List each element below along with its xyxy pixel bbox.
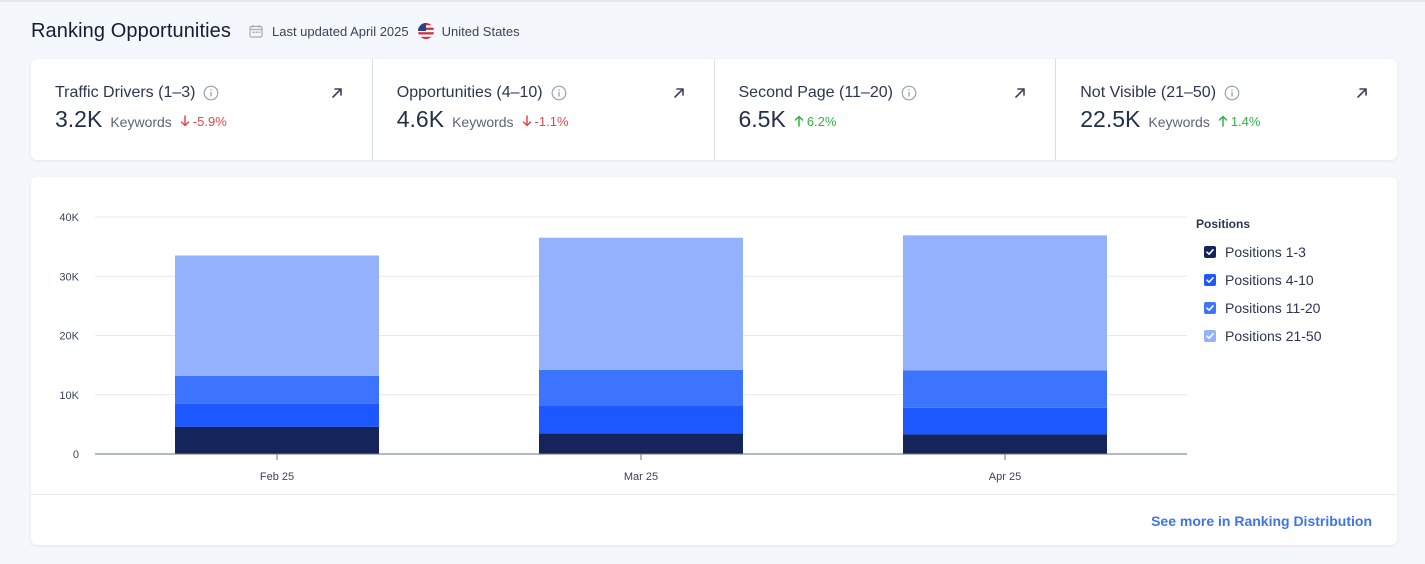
us-flag-icon	[417, 23, 434, 39]
card-title-text: Traffic Drivers (1–3)	[55, 84, 196, 101]
bar-segment[interactable]	[175, 255, 379, 376]
bar-segment[interactable]	[903, 235, 1107, 371]
legend-item-positions-11-20[interactable]: Positions 11-20	[1196, 299, 1322, 316]
info-icon[interactable]	[901, 85, 917, 101]
card-title-text: Not Visible (21–50)	[1080, 84, 1217, 101]
open-arrow-icon[interactable]	[1013, 86, 1027, 100]
metric-unit: Keywords	[452, 114, 514, 130]
checkbox-checked-icon[interactable]	[1204, 273, 1216, 286]
card-traffic-drivers[interactable]: Traffic Drivers (1–3) 3.2K Keywords -5.9…	[31, 59, 373, 160]
arrow-down-icon	[522, 115, 531, 127]
open-arrow-icon[interactable]	[672, 86, 686, 100]
footer-divider	[31, 494, 1397, 495]
legend-title: Positions	[1196, 217, 1251, 231]
legend-label: Positions 4-10	[1225, 271, 1314, 288]
delta-badge: 6.2%	[794, 113, 837, 129]
metric-value: 22.5K	[1080, 106, 1141, 132]
delta-badge: -1.1%	[522, 114, 569, 129]
checkbox-checked-icon[interactable]	[1204, 245, 1216, 258]
bar-segment[interactable]	[539, 237, 743, 370]
top-border	[0, 0, 1425, 2]
info-icon[interactable]	[203, 85, 219, 101]
last-updated-text: Last updated April 2025	[272, 23, 409, 39]
delta-badge: -5.9%	[180, 114, 227, 129]
metric-unit: Keywords	[1148, 114, 1210, 130]
bar-segment[interactable]	[539, 433, 743, 454]
stacked-bar-chart: 0 10K 20K 30K 40K Feb 25 Mar 25 Apr 25	[59, 212, 1187, 483]
delta-value: 6.2%	[806, 113, 837, 129]
arrow-up-icon	[794, 115, 804, 127]
legend-item-positions-21-50[interactable]: Positions 21-50	[1196, 327, 1322, 344]
open-arrow-icon[interactable]	[1355, 86, 1369, 100]
card-second-page[interactable]: Second Page (11–20) 6.5K 6.2%	[715, 59, 1057, 160]
x-tick-label: Feb 25	[260, 471, 294, 483]
header: Ranking Opportunities Last updated April…	[31, 18, 520, 44]
card-opportunities[interactable]: Opportunities (4–10) 4.6K Keywords -1.1%	[373, 59, 715, 160]
card-title-text: Second Page (11–20)	[738, 84, 893, 101]
x-tick-label: Mar 25	[624, 471, 658, 483]
delta-value: -1.1%	[534, 113, 569, 129]
metric-row: 6.5K 6.2%	[739, 106, 1032, 133]
bar-segment[interactable]	[903, 370, 1107, 408]
bar-segment[interactable]	[903, 407, 1107, 435]
card-not-visible[interactable]: Not Visible (21–50) 22.5K Keywords 1.4%	[1056, 59, 1397, 160]
metric-value: 4.6K	[396, 106, 445, 132]
bar-segment[interactable]	[539, 406, 743, 434]
legend-item-positions-1-3[interactable]: Positions 1-3	[1196, 243, 1322, 260]
metric-value: 3.2K	[55, 106, 103, 132]
see-more-link[interactable]: See more in Ranking Distribution	[1151, 513, 1372, 529]
y-tick-label: 0	[73, 449, 79, 461]
bar-segment[interactable]	[903, 434, 1107, 454]
x-tick-label: Apr 25	[989, 471, 1021, 483]
y-tick-label: 30K	[59, 271, 79, 283]
checkbox-checked-icon[interactable]	[1204, 301, 1216, 314]
info-icon[interactable]	[1224, 85, 1240, 101]
arrow-up-icon	[1218, 115, 1228, 127]
page-title: Ranking Opportunities	[31, 19, 231, 42]
legend-item-positions-4-10[interactable]: Positions 4-10	[1196, 271, 1322, 288]
legend-label: Positions 11-20	[1225, 299, 1321, 316]
card-title: Opportunities (4–10)	[397, 84, 690, 102]
legend-label: Positions 21-50	[1225, 327, 1322, 344]
chart-legend: Positions Positions 1-3 Positions 4-10 P…	[1196, 217, 1322, 344]
metric-row: 4.6K Keywords -1.1%	[397, 106, 690, 133]
delta-badge: 1.4%	[1218, 113, 1261, 129]
bar-segment[interactable]	[539, 369, 743, 407]
open-arrow-icon[interactable]	[330, 86, 344, 100]
card-title: Not Visible (21–50)	[1080, 84, 1373, 102]
metric-row: 22.5K Keywords 1.4%	[1080, 106, 1373, 133]
country-label[interactable]: United States	[441, 23, 520, 39]
metric-unit: Keywords	[110, 114, 172, 130]
card-title-text: Opportunities (4–10)	[396, 84, 543, 101]
bar-segment[interactable]	[175, 403, 379, 427]
bar-segment[interactable]	[175, 375, 379, 404]
calendar-icon	[249, 24, 263, 38]
y-tick-label: 20K	[59, 331, 79, 343]
metric-value: 6.5K	[738, 106, 786, 132]
checkbox-checked-icon[interactable]	[1204, 329, 1216, 342]
bar-segment[interactable]	[175, 426, 379, 454]
legend-label: Positions 1-3	[1225, 243, 1306, 260]
delta-value: 1.4%	[1230, 113, 1261, 129]
chart-panel: 0 10K 20K 30K 40K Feb 25 Mar 25 Apr 25 Position…	[31, 177, 1397, 545]
info-icon[interactable]	[551, 85, 567, 101]
metric-row: 3.2K Keywords -5.9%	[55, 106, 348, 133]
y-tick-label: 10K	[59, 390, 79, 402]
y-tick-label: 40K	[59, 212, 79, 224]
card-title: Second Page (11–20)	[739, 84, 1032, 102]
card-title: Traffic Drivers (1–3)	[55, 84, 348, 102]
arrow-down-icon	[180, 115, 190, 127]
delta-value: -5.9%	[192, 113, 227, 129]
metric-cards: Traffic Drivers (1–3) 3.2K Keywords -5.9…	[31, 59, 1397, 160]
